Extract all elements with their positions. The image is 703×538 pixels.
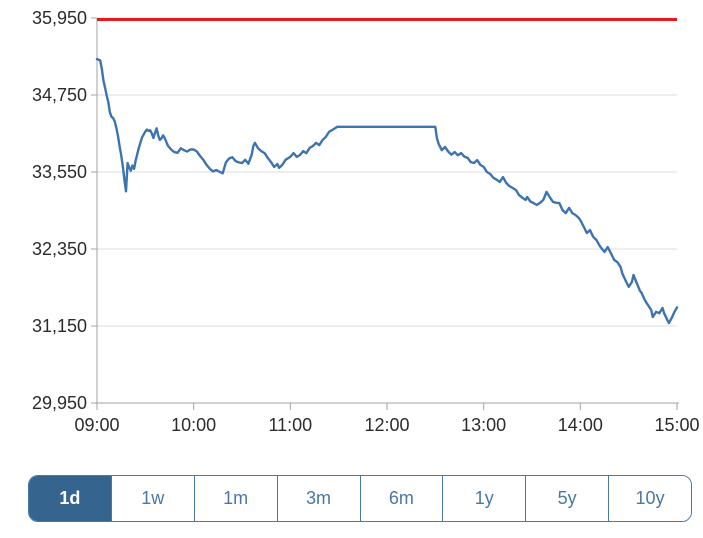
x-tick-label: 15:00 xyxy=(654,415,699,435)
x-tick-label: 12:00 xyxy=(364,415,409,435)
y-tick-label: 35,950 xyxy=(32,8,87,28)
price-line xyxy=(95,57,679,325)
x-tick-label: 11:00 xyxy=(268,415,312,435)
chart-canvas: 29,950 31,150 32,350 33,550 34,750 35,950 09:0… xyxy=(32,8,700,435)
timeframe-button-1w[interactable]: 1w xyxy=(110,476,194,521)
timeframe-button-1d[interactable]: 1d xyxy=(29,476,111,521)
timeframe-button-1y[interactable]: 1y xyxy=(442,476,526,521)
x-tick-label: 10:00 xyxy=(171,415,216,435)
timeframe-button-5y[interactable]: 5y xyxy=(525,476,609,521)
timeframe-button-3m[interactable]: 3m xyxy=(276,476,360,521)
x-tick-label: 13:00 xyxy=(461,415,506,435)
y-tick-label: 32,350 xyxy=(32,239,87,259)
timeframe-selector: 1d 1w 1m 3m 6m 1y 5y 10y xyxy=(28,475,692,522)
y-tick-label: 33,550 xyxy=(32,162,87,182)
y-tick-label: 34,750 xyxy=(32,85,87,105)
x-tick-label: 09:00 xyxy=(74,415,119,435)
x-tick-label: 14:00 xyxy=(558,415,603,435)
timeframe-button-1m[interactable]: 1m xyxy=(193,476,277,521)
timeframe-button-10y[interactable]: 10y xyxy=(608,476,691,521)
y-tick-label: 29,950 xyxy=(32,393,87,413)
timeframe-button-6m[interactable]: 6m xyxy=(359,476,443,521)
price-chart: 29,950 31,150 32,350 33,550 34,750 35,950 09:0… xyxy=(32,8,700,435)
y-tick-label: 31,150 xyxy=(32,316,87,336)
